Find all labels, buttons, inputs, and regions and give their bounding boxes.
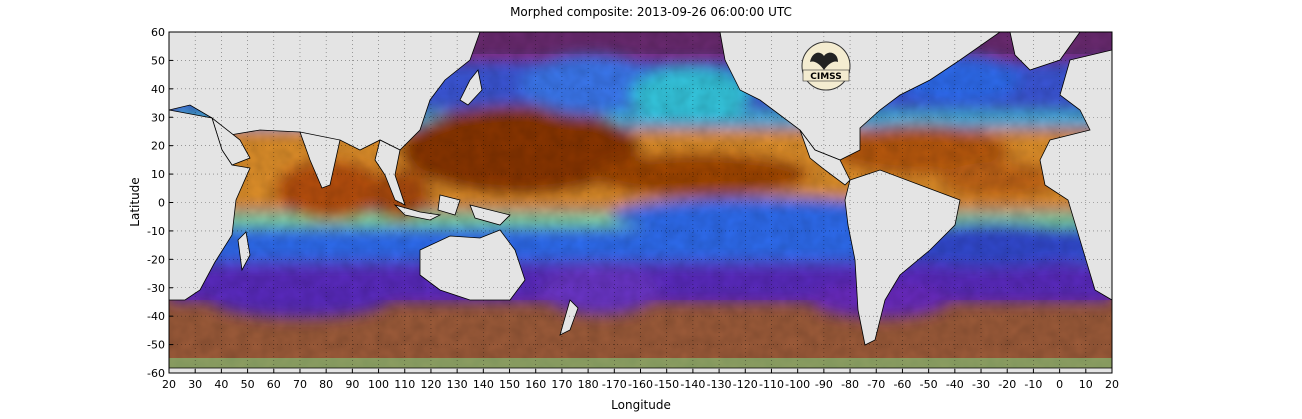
- y-tick-label: 50: [151, 54, 165, 67]
- y-tick-label: 40: [151, 83, 165, 96]
- x-tick-label: 160: [525, 378, 546, 391]
- x-tick-label: 140: [473, 378, 494, 391]
- x-tick-label: 110: [394, 378, 415, 391]
- y-tick-label: 10: [151, 168, 165, 181]
- y-tick-label: -30: [147, 282, 165, 295]
- x-tick-label: 0: [1056, 378, 1063, 391]
- x-tick-label: -170: [602, 378, 627, 391]
- x-tick-label: 40: [214, 378, 228, 391]
- x-axis-label: Longitude: [611, 398, 671, 412]
- x-tick-label: 50: [241, 378, 255, 391]
- x-tick-label: -10: [1024, 378, 1042, 391]
- grid-lines: [169, 32, 1112, 373]
- x-tick-label: -140: [680, 378, 705, 391]
- x-tick-label: 70: [293, 378, 307, 391]
- y-tick-label: -10: [147, 225, 165, 238]
- x-tick-label: -110: [759, 378, 784, 391]
- y-tick-label: -60: [147, 367, 165, 380]
- x-tick-label: 90: [345, 378, 359, 391]
- x-tick-label: 20: [1105, 378, 1119, 391]
- map-title: Morphed composite: 2013-09-26 06:00:00 U…: [510, 5, 792, 19]
- y-tick-label: 0: [158, 197, 165, 210]
- y-axis-label: Latitude: [128, 177, 142, 227]
- x-tick-label: -20: [998, 378, 1016, 391]
- x-axis: 20 30 40 50 60 70 80 90 100 110 120 130 140 150 160 170…: [162, 369, 1119, 391]
- x-tick-label: -150: [654, 378, 679, 391]
- y-tick-label: 30: [151, 111, 165, 124]
- x-tick-label: -90: [815, 378, 833, 391]
- x-tick-label: -130: [707, 378, 732, 391]
- x-tick-label: -70: [867, 378, 885, 391]
- y-axis: 60 50 40 30 20 10 0 -10 -20 -30 -40 -50 -60: [147, 26, 173, 380]
- x-tick-label: -30: [972, 378, 990, 391]
- x-tick-label: 150: [499, 378, 520, 391]
- logo-text: CIMSS: [810, 72, 841, 82]
- moisture-field: [169, 32, 1112, 373]
- x-tick-label: 120: [420, 378, 441, 391]
- y-tick-label: 60: [151, 26, 165, 39]
- x-tick-label: 10: [1079, 378, 1093, 391]
- x-tick-label: 100: [368, 378, 389, 391]
- x-tick-label: 170: [551, 378, 572, 391]
- x-tick-label: 60: [267, 378, 281, 391]
- x-tick-label: 180: [578, 378, 599, 391]
- x-tick-label: -100: [785, 378, 810, 391]
- x-tick-label: -50: [920, 378, 938, 391]
- cimss-logo: CIMSS: [801, 41, 851, 91]
- x-tick-label: 130: [447, 378, 468, 391]
- land-masses: [169, 32, 1112, 373]
- y-tick-label: -20: [147, 253, 165, 266]
- x-tick-label: -40: [946, 378, 964, 391]
- y-tick-label: 20: [151, 140, 165, 153]
- y-tick-label: -40: [147, 310, 165, 323]
- x-tick-label: -80: [841, 378, 859, 391]
- x-tick-label: 20: [162, 378, 176, 391]
- x-tick-label: 80: [319, 378, 333, 391]
- y-tick-label: -50: [147, 339, 165, 352]
- x-tick-label: -60: [893, 378, 911, 391]
- x-tick-label: 30: [188, 378, 202, 391]
- x-tick-label: -120: [733, 378, 758, 391]
- x-tick-label: -160: [628, 378, 653, 391]
